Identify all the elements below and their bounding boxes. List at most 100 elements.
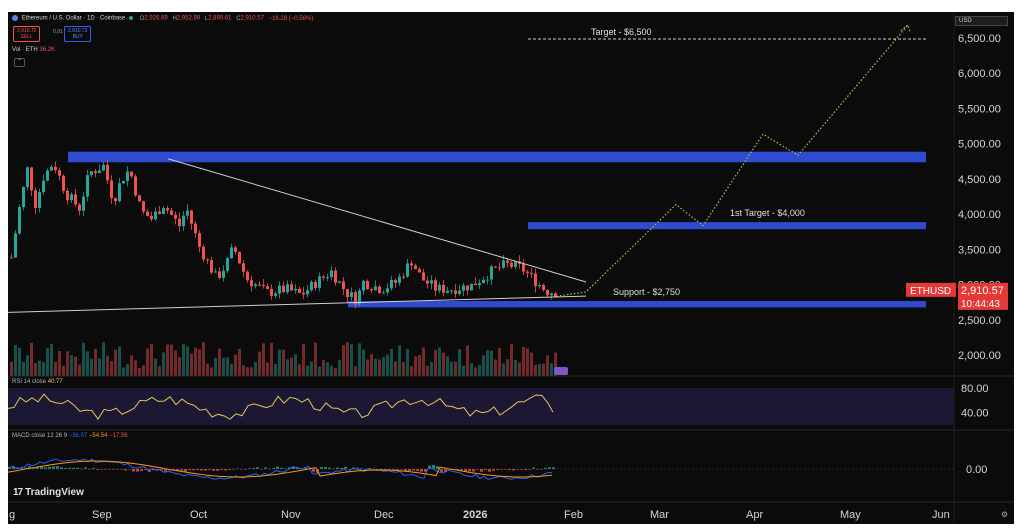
price-tick[interactable]: 6,000.00 (958, 68, 1001, 80)
price-axis[interactable]: 6,500.00 6,000.00 5,500.00 5,000.00 4,500.00… (906, 33, 1008, 362)
time-tick[interactable]: Oct (190, 509, 207, 521)
candle-body (550, 293, 553, 296)
sell-button[interactable]: 2,910.72 SELL (13, 26, 41, 42)
candle-body (422, 272, 425, 281)
price-tick[interactable]: 4,000.00 (958, 209, 1001, 221)
volume-bar (478, 364, 481, 376)
symbol-title[interactable]: Ethereum / U.S. Dollar · 1D · Coinbase (21, 15, 126, 22)
zones (68, 151, 926, 308)
volume-bar (422, 347, 425, 376)
symbol-header[interactable]: Ethereum / U.S. Dollar · 1D · Coinbase O… (12, 15, 313, 22)
time-tick[interactable]: Sep (92, 509, 112, 521)
rsi-tick[interactable]: 40.00 (961, 408, 989, 420)
buy-button[interactable]: 2,910.73 BUY (64, 26, 92, 42)
current-price-tag[interactable] (958, 282, 1008, 310)
macd-histogram-bar (344, 466, 347, 469)
volume-bar (386, 354, 389, 376)
time-tick[interactable]: Dec (374, 509, 394, 521)
price-tick[interactable]: 2,500.00 (958, 315, 1001, 327)
price-tick[interactable]: 4,500.00 (958, 174, 1001, 186)
macd-histogram-bar (60, 467, 63, 469)
candle-body (338, 281, 341, 283)
time-tick[interactable]: 2026 (463, 509, 487, 521)
macd-pane[interactable]: 0.00 (8, 429, 1014, 481)
macd-tick[interactable]: 0.00 (966, 464, 987, 476)
candle-body (398, 276, 401, 283)
chart-canvas[interactable]: Target - $6,500 1st Target - $4,000 Suppor… (8, 12, 1014, 524)
price-tick[interactable]: 5,500.00 (958, 103, 1001, 115)
time-axis[interactable]: g Sep Oct Nov Dec 2026 Feb Mar Apr May Jun (8, 501, 1014, 521)
events-icon[interactable] (554, 367, 568, 375)
candle-body (50, 166, 53, 171)
collapse-legend-button[interactable]: ⌃ (14, 58, 25, 67)
time-tick[interactable]: Nov (281, 509, 301, 521)
trend-lines[interactable] (8, 23, 926, 313)
volume-bar (178, 357, 181, 376)
candle-body (118, 183, 121, 202)
ascending-trendline[interactable] (8, 295, 587, 313)
candle-body (42, 180, 45, 193)
volume-bar (26, 355, 29, 376)
chart-area[interactable]: Target - $6,500 1st Target - $4,000 Suppor… (8, 12, 1014, 524)
macd-histogram-bar (356, 467, 359, 469)
candle-body (98, 170, 101, 174)
settings-icon[interactable]: ⚙ (1000, 510, 1008, 519)
rsi-pane[interactable]: 80.00 40.00 (8, 375, 1014, 425)
candle-body (106, 164, 109, 181)
close-value: 2,910.57 (240, 15, 264, 22)
rsi-line[interactable] (8, 393, 554, 420)
tradingview-logo[interactable]: 17 TradingView (13, 487, 84, 498)
macd-histogram-bar (484, 469, 487, 471)
volume-bar (278, 349, 281, 376)
time-tick[interactable]: Mar (650, 509, 669, 521)
time-tick-partial[interactable]: g (9, 509, 15, 521)
time-tick[interactable]: Jun (932, 509, 950, 521)
candle-body (174, 214, 177, 219)
resistance-zone[interactable] (68, 151, 926, 163)
candle-body (474, 283, 477, 286)
symbol-tag[interactable] (906, 282, 956, 297)
support-zone[interactable] (348, 301, 926, 308)
macd-histogram-bar (188, 469, 191, 471)
descending-trendline[interactable] (167, 158, 587, 283)
macd-legend[interactable]: MACD close 12 26 9 −36.97 −54.54 −17.56 (12, 433, 128, 439)
price-tick[interactable]: 6,500.00 (958, 33, 1001, 45)
volume-bar (282, 349, 285, 376)
volume-bar (318, 366, 321, 376)
volume-bar (438, 347, 441, 376)
candle-body (378, 286, 381, 294)
volume-bar (98, 358, 101, 376)
macd-histogram-bar (304, 467, 307, 469)
volume-bar (186, 346, 189, 376)
volume-bar (258, 351, 261, 376)
macd-histogram-bar (284, 468, 287, 469)
macd-line[interactable] (8, 458, 553, 481)
price-tick[interactable]: 3,500.00 (958, 244, 1001, 256)
volume-bar (338, 360, 341, 376)
currency-selector[interactable]: USD (955, 16, 1008, 26)
macd-histogram-bar (132, 469, 135, 472)
time-tick[interactable]: May (840, 509, 861, 521)
volume-bar (58, 351, 61, 376)
volume-bar (406, 349, 409, 376)
macd-histogram-bar (244, 469, 247, 470)
price-tick[interactable]: 2,000.00 (958, 350, 1001, 362)
price-tick[interactable]: 5,000.00 (958, 139, 1001, 151)
first-target-zone[interactable] (528, 222, 926, 230)
volume-bar (394, 361, 397, 376)
volume-bar (402, 362, 405, 376)
macd-histogram-bar (36, 467, 39, 469)
time-tick[interactable]: Apr (746, 509, 763, 521)
volume-bar (334, 367, 337, 376)
time-tick[interactable]: Feb (564, 509, 583, 521)
candle-body (230, 247, 233, 259)
volume-bar (86, 351, 89, 376)
rsi-tick[interactable]: 80.00 (961, 383, 989, 395)
volume-bar (266, 362, 269, 376)
volume-bar (474, 367, 477, 376)
signal-line[interactable] (8, 460, 553, 478)
rsi-legend[interactable]: RSI 14 close 40.77 (12, 379, 63, 385)
volume-legend[interactable]: Vol · ETH 36.2K (12, 47, 55, 53)
projection-path[interactable] (552, 24, 909, 298)
volume-bar (42, 361, 45, 376)
